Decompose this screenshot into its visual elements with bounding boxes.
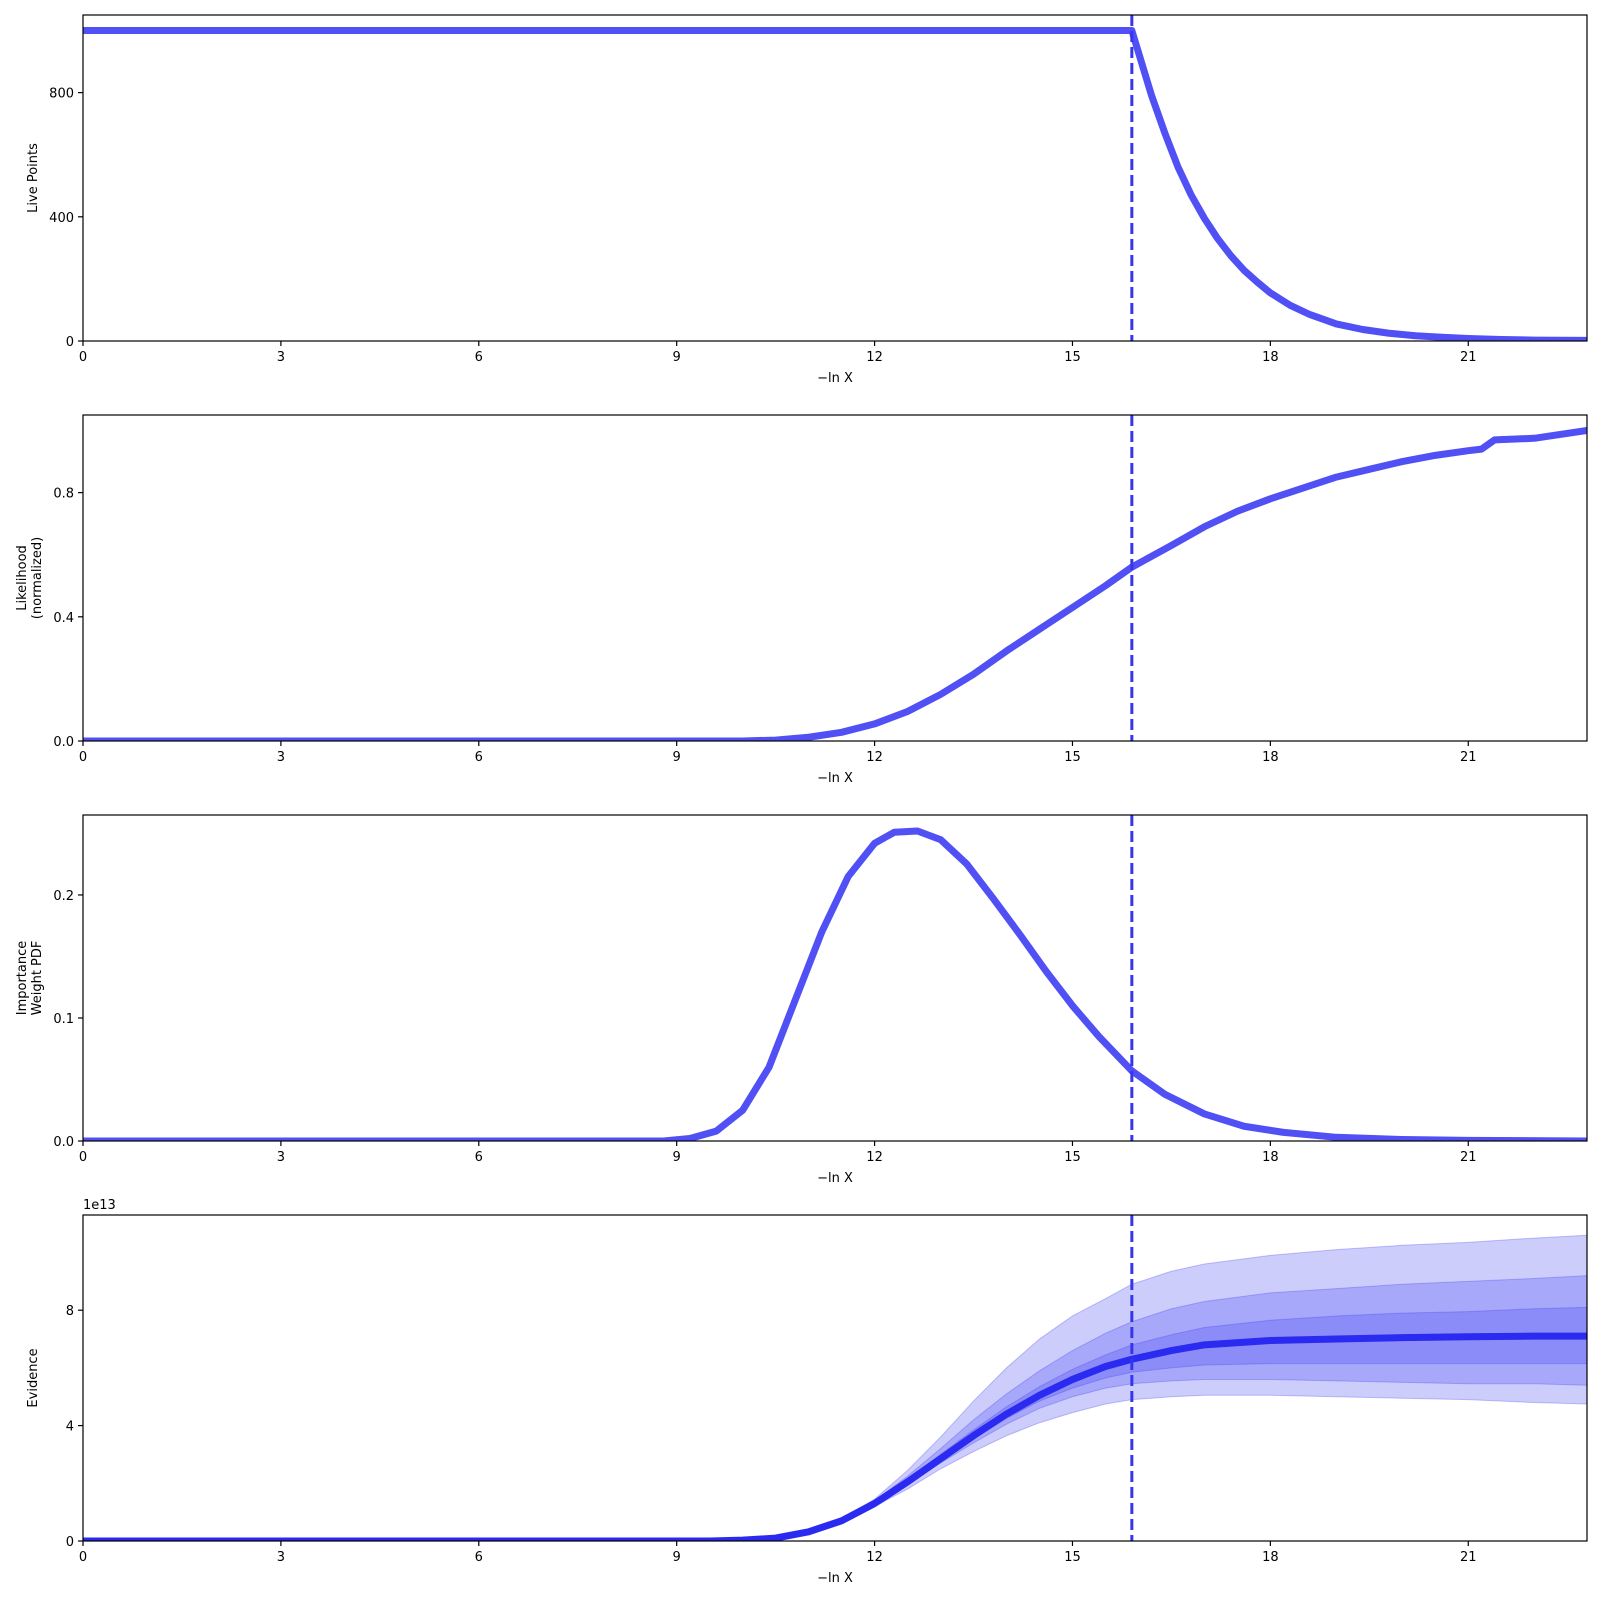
y-tick-label: 0.4 [53,611,74,626]
x-axis-label: −ln X [817,771,853,786]
x-tick-label: 0 [79,1550,87,1565]
y-tick-label: 0.1 [53,1012,74,1027]
x-tick-label: 15 [1064,750,1081,765]
y-tick-label: 0 [66,335,74,350]
axes-frame [82,414,1588,742]
x-tick-label: 6 [475,750,483,765]
x-tick-label: 21 [1460,1550,1477,1565]
x-tick-label: 9 [673,350,681,365]
series-line-evidence [83,1332,1587,1541]
plot-area-importance-weight [83,815,1587,1141]
x-tick-label: 15 [1064,1150,1081,1165]
x-axis-label: −ln X [817,1171,853,1186]
x-tick-label: 12 [866,1550,883,1565]
axes-frame [82,814,1588,1142]
x-tick-label: 9 [673,1550,681,1565]
x-tick-label: 18 [1262,750,1279,765]
x-axis-label: −ln X [817,371,853,386]
y-axis-label-line: Likelihood [15,545,30,611]
confidence-band-1 [83,1234,1587,1541]
y-axis-label-line: Live Points [26,143,41,213]
panel-importance-weight: 0 3 6 9 12 15 18 21 0.0 0.1 0.2 −ln X ImportanceWeig… [15,814,1588,1186]
y-axis-label: Likelihood(normalized) [15,537,45,619]
series-line-importance-weight [83,827,1587,1141]
x-tick-label: 21 [1460,750,1477,765]
axes-frame [82,14,1588,342]
y-tick-label: 0.2 [53,889,74,904]
y-tick-label: 0.0 [53,735,74,750]
x-tick-label: 0 [79,750,87,765]
y-axis-label: Evidence [26,1348,41,1407]
y-axis-label-line: Weight PDF [30,941,45,1016]
y-tick-label: 8 [66,1304,74,1319]
series-line-live-points [83,27,1587,341]
y-tick-label: 0 [66,1535,74,1550]
y-tick-label: 0.0 [53,1135,74,1150]
panel-likelihood: 0 3 6 9 12 15 18 21 0.0 0.4 0.8 −ln X Likelihood(nor… [15,414,1588,786]
x-tick-label: 3 [277,350,285,365]
x-tick-label: 3 [277,750,285,765]
x-tick-label: 12 [866,1150,883,1165]
y-offset-label: 1e13 [83,1198,116,1213]
axes-frame [82,1214,1588,1542]
y-tick-label: 0.8 [53,487,74,502]
y-axis-label: ImportanceWeight PDF [15,941,45,1016]
y-tick-label: 800 [49,87,74,102]
x-tick-label: 15 [1064,1550,1081,1565]
x-tick-label: 6 [475,1150,483,1165]
x-tick-label: 12 [866,750,883,765]
x-tick-label: 6 [475,350,483,365]
plot-area-live-points [83,15,1587,341]
x-tick-label: 21 [1460,1150,1477,1165]
x-tick-label: 6 [475,1550,483,1565]
panel-live-points: 0 3 6 9 12 15 18 21 0 400 800 −ln X Live Points [26,14,1588,386]
x-tick-label: 0 [79,1150,87,1165]
x-tick-label: 21 [1460,350,1477,365]
x-axis-label: −ln X [817,1571,853,1586]
x-tick-label: 15 [1064,350,1081,365]
y-tick-label: 4 [66,1420,74,1435]
y-axis-label-line: Evidence [26,1348,41,1407]
series-line-likelihood [83,427,1587,741]
y-axis-label: Live Points [26,143,41,213]
y-axis-label-line: Importance [15,941,30,1016]
x-tick-label: 12 [866,350,883,365]
y-tick-label: 400 [49,211,74,226]
x-tick-label: 18 [1262,1550,1279,1565]
x-tick-label: 0 [79,350,87,365]
plot-area-evidence [83,1215,1587,1541]
x-tick-label: 3 [277,1150,285,1165]
y-axis-label-line: (normalized) [30,537,45,619]
panel-evidence: 0 3 6 9 12 15 18 21 0 4 8 −ln X Evidence 1e13 [26,1198,1588,1586]
x-tick-label: 3 [277,1550,285,1565]
x-tick-label: 9 [673,750,681,765]
x-tick-label: 18 [1262,350,1279,365]
x-tick-label: 18 [1262,1150,1279,1165]
plot-area-likelihood [83,415,1587,741]
x-tick-label: 9 [673,1150,681,1165]
